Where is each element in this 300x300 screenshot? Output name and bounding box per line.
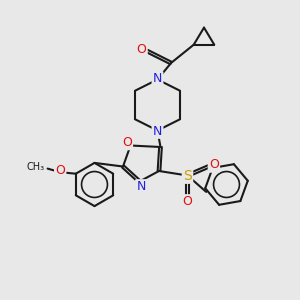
Text: O: O: [137, 43, 146, 56]
Text: O: O: [209, 158, 219, 172]
Text: O: O: [122, 136, 132, 149]
Text: CH₃: CH₃: [26, 162, 45, 172]
Text: S: S: [183, 169, 192, 182]
Text: N: N: [136, 180, 146, 194]
Text: O: O: [55, 164, 65, 177]
Text: O: O: [183, 195, 192, 208]
Text: N: N: [153, 124, 162, 138]
Text: N: N: [153, 72, 162, 86]
